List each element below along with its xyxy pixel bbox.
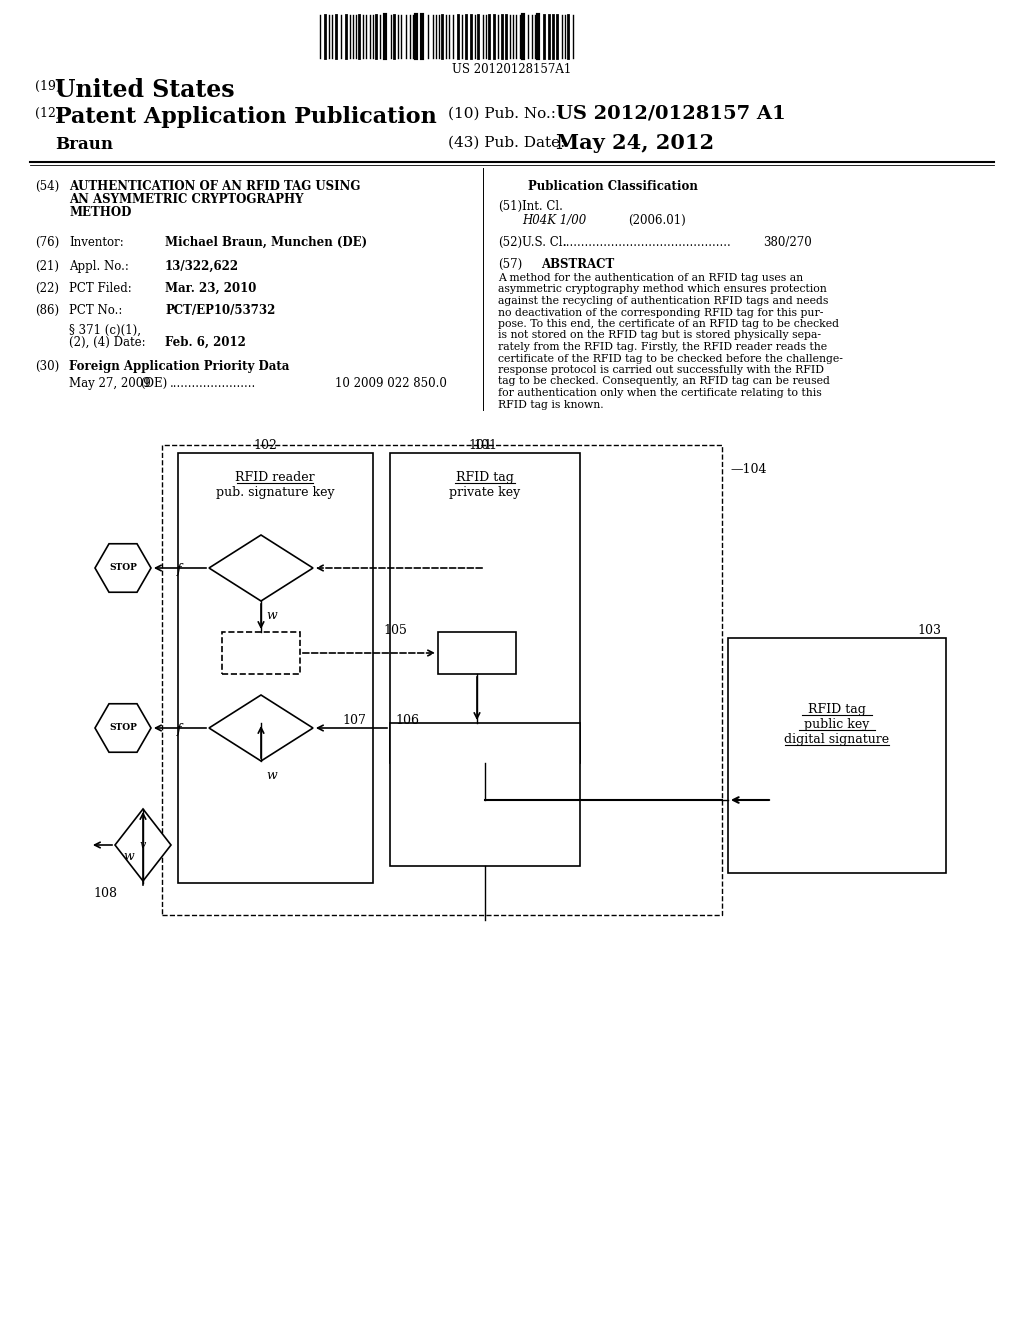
Text: 13/322,622: 13/322,622 [165, 260, 240, 273]
Text: (30): (30) [35, 360, 59, 374]
Text: U.S. Cl.: U.S. Cl. [522, 236, 566, 249]
Text: rately from the RFID tag. Firstly, the RFID reader reads the: rately from the RFID tag. Firstly, the R… [498, 342, 827, 352]
Text: (12): (12) [35, 107, 60, 120]
Bar [162, 445, 722, 915]
Text: public key: public key [804, 718, 869, 731]
Text: 101: 101 [468, 440, 492, 451]
Text: (21): (21) [35, 260, 59, 273]
Text: no deactivation of the corresponding RFID tag for this pur-: no deactivation of the corresponding RFI… [498, 308, 823, 318]
Text: Appl. No.:: Appl. No.: [69, 260, 129, 273]
Bar [438, 632, 516, 675]
Text: (10) Pub. No.:: (10) Pub. No.: [449, 107, 556, 121]
Text: § 371 (c)(1),: § 371 (c)(1), [69, 323, 141, 337]
Text: PCT No.:: PCT No.: [69, 304, 123, 317]
Text: 107: 107 [342, 714, 366, 727]
Text: AUTHENTICATION OF AN RFID TAG USING: AUTHENTICATION OF AN RFID TAG USING [69, 180, 360, 193]
Text: Int. Cl.: Int. Cl. [522, 201, 563, 213]
Text: Michael Braun, Munchen (DE): Michael Braun, Munchen (DE) [165, 236, 368, 249]
Text: RFID reader: RFID reader [236, 471, 314, 484]
Text: 10 2009 022 850.0: 10 2009 022 850.0 [335, 378, 446, 389]
Text: .......................: ....................... [170, 378, 256, 389]
Text: asymmetric cryptography method which ensures protection: asymmetric cryptography method which ens… [498, 285, 826, 294]
Bar [222, 632, 300, 675]
Text: pub. signature key: pub. signature key [216, 486, 334, 499]
Text: against the recycling of authentication RFID tags and needs: against the recycling of authentication … [498, 296, 828, 306]
Text: (43) Pub. Date:: (43) Pub. Date: [449, 136, 565, 150]
Text: 380/270: 380/270 [763, 236, 812, 249]
Polygon shape [209, 535, 313, 601]
Text: PCT/EP10/53732: PCT/EP10/53732 [165, 304, 275, 317]
Text: (51): (51) [498, 201, 522, 213]
Polygon shape [209, 696, 313, 762]
Text: private key: private key [450, 486, 520, 499]
Text: 108: 108 [93, 887, 117, 900]
Text: STOP: STOP [110, 723, 137, 733]
Text: (76): (76) [35, 236, 59, 249]
Text: f: f [177, 723, 181, 737]
Text: 105: 105 [383, 624, 407, 638]
Bar [390, 453, 580, 763]
Text: STOP: STOP [110, 564, 137, 573]
Text: pose. To this end, the certificate of an RFID tag to be checked: pose. To this end, the certificate of an… [498, 319, 839, 329]
Text: RFID tag is known.: RFID tag is known. [498, 400, 603, 409]
Text: (22): (22) [35, 282, 59, 294]
Text: tag to be checked. Consequently, an RFID tag can be reused: tag to be checked. Consequently, an RFID… [498, 376, 829, 387]
Text: (57): (57) [498, 257, 522, 271]
Text: US 2012/0128157 A1: US 2012/0128157 A1 [556, 106, 785, 123]
Text: (DE): (DE) [140, 378, 167, 389]
Text: .............................................: ........................................… [563, 236, 732, 249]
Text: (52): (52) [498, 236, 522, 249]
Text: f: f [177, 564, 181, 576]
Text: A method for the authentication of an RFID tag uses an: A method for the authentication of an RF… [498, 273, 803, 282]
Text: United States: United States [55, 78, 234, 102]
Text: (2006.01): (2006.01) [628, 214, 686, 227]
Text: ABSTRACT: ABSTRACT [542, 257, 614, 271]
Text: is not stored on the RFID tag but is stored physically sepa-: is not stored on the RFID tag but is sto… [498, 330, 821, 341]
Bar [728, 638, 946, 873]
Text: (19): (19) [35, 81, 60, 92]
Text: May 27, 2009: May 27, 2009 [69, 378, 151, 389]
Text: 106: 106 [395, 714, 419, 727]
Text: RFID tag: RFID tag [808, 704, 866, 715]
Text: Feb. 6, 2012: Feb. 6, 2012 [165, 337, 246, 348]
Text: (2), (4) Date:: (2), (4) Date: [69, 337, 145, 348]
Text: response protocol is carried out successfully with the RFID: response protocol is carried out success… [498, 366, 824, 375]
Text: 102: 102 [253, 440, 276, 451]
Bar [390, 723, 580, 866]
Text: Mar. 23, 2010: Mar. 23, 2010 [165, 282, 256, 294]
Text: Publication Classification: Publication Classification [528, 180, 698, 193]
Text: US 20120128157A1: US 20120128157A1 [453, 63, 571, 77]
Text: H04K 1/00: H04K 1/00 [522, 214, 587, 227]
Text: AN ASYMMETRIC CRYPTOGRAPHY: AN ASYMMETRIC CRYPTOGRAPHY [69, 193, 303, 206]
Polygon shape [115, 809, 171, 880]
Text: certificate of the RFID tag to be checked before the challenge-: certificate of the RFID tag to be checke… [498, 354, 843, 363]
Text: —104: —104 [730, 463, 767, 477]
Text: Inventor:: Inventor: [69, 236, 124, 249]
Text: Patent Application Publication: Patent Application Publication [55, 106, 437, 128]
Text: 101: 101 [473, 440, 497, 451]
Text: (86): (86) [35, 304, 59, 317]
Text: digital signature: digital signature [784, 733, 890, 746]
Text: w: w [266, 609, 276, 622]
Text: w: w [123, 850, 134, 863]
Text: (54): (54) [35, 180, 59, 193]
Text: Foreign Application Priority Data: Foreign Application Priority Data [69, 360, 290, 374]
Text: RFID tag: RFID tag [456, 471, 514, 484]
Text: PCT Filed:: PCT Filed: [69, 282, 132, 294]
Text: for authentication only when the certificate relating to this: for authentication only when the certifi… [498, 388, 821, 399]
Text: Braun: Braun [55, 136, 113, 153]
Text: 103: 103 [918, 624, 941, 638]
Text: v: v [140, 840, 146, 850]
Text: METHOD: METHOD [69, 206, 131, 219]
Text: May 24, 2012: May 24, 2012 [556, 133, 714, 153]
Text: w: w [266, 770, 276, 781]
Bar [178, 453, 373, 883]
